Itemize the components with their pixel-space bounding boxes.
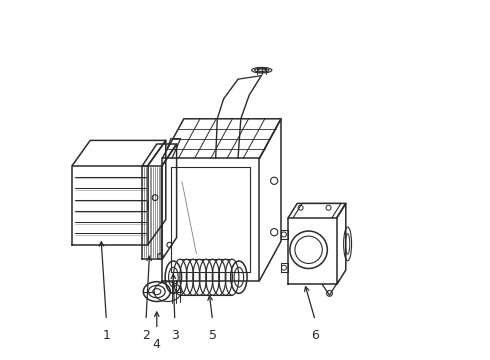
Text: 3: 3 [171, 329, 179, 342]
Text: 2: 2 [142, 329, 150, 342]
Text: 1: 1 [102, 329, 110, 342]
Text: 5: 5 [209, 329, 217, 342]
Text: 4: 4 [153, 338, 161, 351]
Text: 6: 6 [311, 329, 319, 342]
